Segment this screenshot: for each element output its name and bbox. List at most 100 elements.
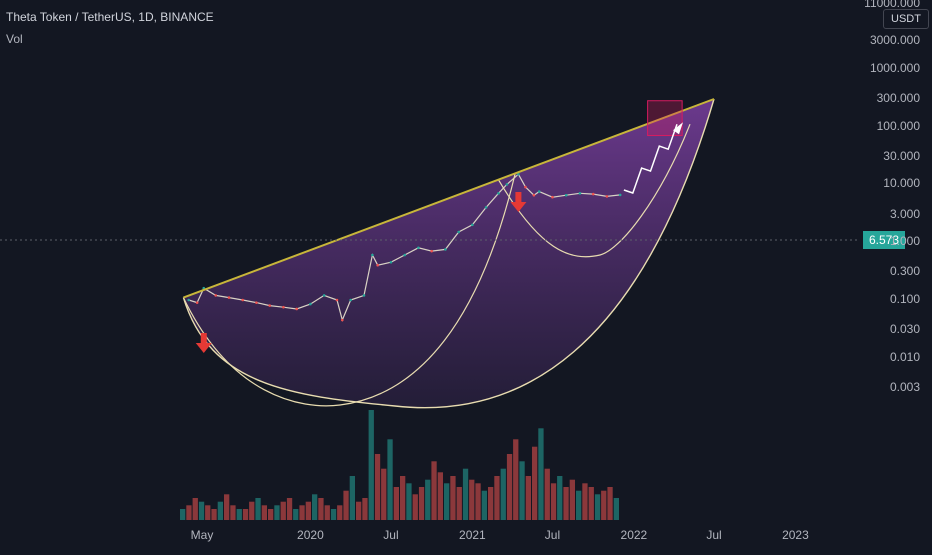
volume-bar (305, 501, 311, 520)
price-point (371, 253, 374, 257)
volume-bar (356, 501, 362, 520)
price-point (457, 230, 460, 234)
down-arrow-head (195, 343, 212, 353)
price-point (309, 302, 312, 306)
volume-bar (224, 494, 230, 520)
x-tick-label: Jul (706, 528, 722, 542)
volume-bar (230, 505, 236, 520)
y-tick-label: 0.030 (889, 322, 920, 337)
volume-bar (312, 494, 318, 520)
volume-bar (286, 498, 293, 520)
volume-bar (337, 505, 343, 520)
down-arrow (200, 333, 207, 343)
volume-bar (450, 476, 456, 520)
volume-bar (576, 490, 582, 520)
y-tick-label: 1000.000 (869, 60, 920, 75)
price-point (335, 298, 339, 302)
volume-bar (481, 490, 487, 520)
volume-bar (500, 468, 506, 520)
price-point (227, 296, 231, 299)
volume-bar (588, 487, 594, 520)
volume-bar (563, 487, 569, 520)
price-point (505, 183, 509, 186)
y-tick-label: 0.003 (889, 380, 920, 395)
y-tick-label: 30.000 (883, 148, 920, 163)
volume-bar (280, 501, 286, 520)
price-point (187, 298, 191, 302)
volume-bar (532, 446, 538, 520)
inner-arc-right (497, 123, 691, 258)
price-point (340, 318, 344, 322)
volume-bar (268, 509, 274, 520)
volume-bar (381, 468, 387, 520)
y-tick-label: 0.010 (889, 349, 920, 364)
zigzag-arrowhead (673, 122, 684, 135)
price-point (484, 206, 488, 209)
price-point (241, 298, 245, 302)
volume-bar (513, 439, 519, 520)
x-tick-label: Jul (544, 528, 561, 542)
price-point (214, 294, 218, 297)
cup-fill (183, 99, 714, 408)
x-tick-label: 2021 (459, 528, 486, 542)
y-tick-label: 0.100 (889, 292, 920, 306)
price-point (564, 193, 568, 197)
volume-bar (393, 487, 399, 520)
y-tick-label: 1.000 (889, 234, 920, 249)
outer-arc (182, 98, 715, 409)
volume-bar (211, 509, 217, 520)
price-point (618, 193, 622, 197)
volume-bar (431, 461, 437, 520)
volume-bar (488, 487, 494, 520)
volume-bar (469, 479, 475, 520)
volume-bar (186, 505, 192, 520)
volume-bar (205, 505, 211, 520)
volume-bar (406, 483, 412, 520)
x-tick-label: 2023 (782, 528, 809, 542)
volume-bar (261, 505, 267, 520)
price-point (471, 223, 474, 227)
last-price-badge: 6.573 (863, 231, 905, 249)
y-tick-label: 0.300 (889, 264, 920, 279)
y-tick-label: 3.000 (889, 206, 920, 221)
volume-bar (255, 498, 261, 520)
price-point (578, 192, 582, 195)
volume-bar (494, 476, 500, 520)
price-point (282, 305, 285, 309)
price-point (591, 192, 595, 196)
price-point (417, 246, 420, 250)
volume-bar (538, 428, 544, 520)
price-point (349, 298, 352, 302)
volume-bar (544, 468, 550, 520)
symbol-title: Theta Token / TetherUS, 1D, BINANCE (6, 10, 214, 24)
price-point (497, 192, 500, 195)
volume-bar (462, 468, 469, 520)
currency-badge[interactable]: USDT (883, 9, 929, 29)
volume-bar (444, 483, 450, 520)
volume-bar (582, 483, 588, 520)
volume-bar (368, 410, 374, 520)
volume-bar (613, 498, 619, 520)
volume-bar (557, 476, 563, 520)
price-point (389, 260, 393, 264)
zigzag-projection (623, 123, 678, 194)
volume-bar (242, 509, 249, 520)
price-point (195, 301, 199, 304)
volume-bar (299, 505, 305, 520)
down-arrow (515, 192, 522, 202)
price-point (403, 253, 406, 257)
volume-bar (607, 487, 613, 520)
volume-bar (569, 479, 575, 520)
volume-bar (456, 487, 462, 520)
volume-bar (519, 461, 525, 520)
price-point (430, 249, 433, 253)
volume-bar (236, 509, 242, 520)
price-point (322, 294, 326, 297)
volume-bar (506, 454, 513, 520)
price-point (376, 263, 379, 267)
volume-bar (324, 505, 330, 520)
x-tick-label: Jul (383, 528, 399, 542)
inner-arc-left (182, 174, 516, 407)
volume-bar (387, 439, 393, 520)
